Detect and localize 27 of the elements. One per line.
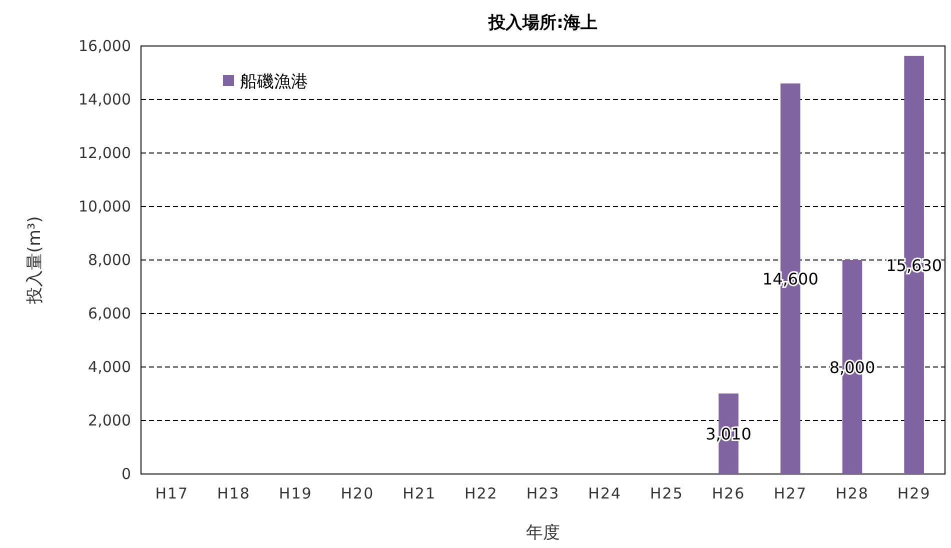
legend-label: 船磯漁港 [240,72,308,92]
x-tick-label: H24 [588,484,622,503]
x-tick-label: H21 [402,484,436,503]
x-tick-label: H25 [650,484,684,503]
x-tick-label: H27 [774,484,808,503]
x-tick-label: H18 [217,484,250,503]
y-tick-label: 14,000 [78,90,131,108]
y-tick-label: 12,000 [78,144,131,162]
x-tick-label: H22 [464,484,498,503]
x-tick-label: H23 [526,484,560,503]
y-tick-label: 2,000 [88,411,131,430]
y-tick-label: 6,000 [88,304,131,322]
y-tick-label: 0 [121,464,131,483]
y-tick-label: 4,000 [88,358,131,376]
x-axis-title: 年度 [526,523,560,543]
data-label: 8,000 [829,358,876,377]
y-axis-title: 投入量(m³) [25,216,45,305]
x-tick-label: H17 [155,484,189,503]
x-tick-label: H19 [278,484,312,503]
x-tick-label: H20 [340,484,374,503]
x-tick-label: H26 [712,484,746,503]
y-tick-label: 10,000 [78,197,131,216]
x-tick-label: H28 [836,484,869,503]
y-tick-label: 16,000 [78,36,131,55]
x-tick-label: H29 [897,484,931,503]
y-tick-label: 8,000 [88,250,131,269]
chart-title: 投入場所:海上 [488,13,598,33]
